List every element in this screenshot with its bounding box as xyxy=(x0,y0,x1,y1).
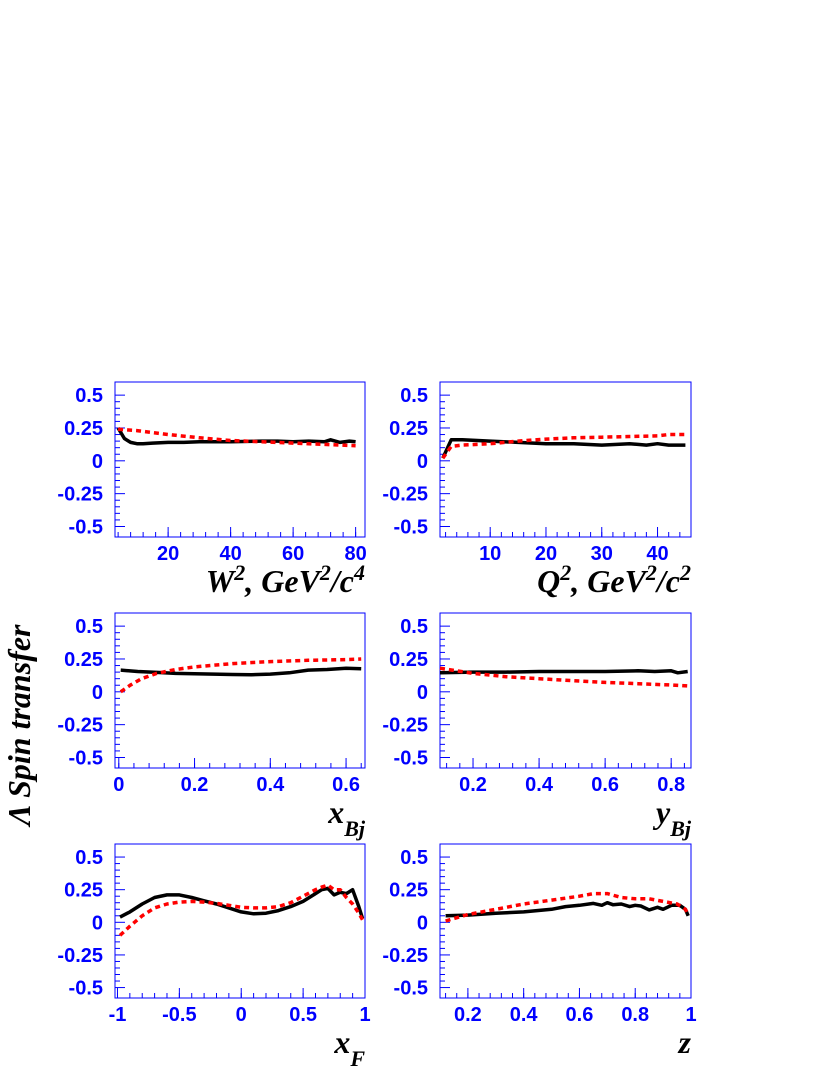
x-tick-label: 0.4 xyxy=(525,774,554,796)
y-tick-label: -0.5 xyxy=(394,747,428,769)
x-tick-label: -0.5 xyxy=(162,1004,196,1026)
x-axis-title: xF xyxy=(333,1024,365,1071)
y-tick-label: 0.25 xyxy=(389,649,428,671)
x-tick-label: 0 xyxy=(113,774,124,796)
panel-6: 0.5 0.25 0 -0.25 -0.5 0.2 0.4 0.6 0.8 1z xyxy=(382,843,697,1060)
x-tick-label: 10 xyxy=(479,543,501,565)
x-tick-label: 0.2 xyxy=(454,1004,482,1026)
series-dotted-line xyxy=(119,657,362,694)
y-tick-label: -0.5 xyxy=(69,747,103,769)
series-solid-line xyxy=(120,666,362,677)
x-tick-label: 40 xyxy=(220,543,242,565)
series-dotted-line xyxy=(117,427,356,448)
y-tick-label: 0.5 xyxy=(75,616,103,638)
x-axis-title: W2, GeV2/c4 xyxy=(206,560,365,600)
x-axis-title: Q2, GeV2/c2 xyxy=(537,560,691,600)
x-tick-label: 60 xyxy=(282,543,304,565)
series-solid-line xyxy=(119,886,365,919)
y-tick-label: -0.25 xyxy=(382,715,428,737)
x-tick-label: 0.2 xyxy=(181,774,209,796)
plot-frame xyxy=(439,843,692,999)
x-tick-label: 0.6 xyxy=(332,774,360,796)
x-axis-title: yBj xyxy=(652,794,692,841)
y-tick-label: 0 xyxy=(92,682,103,704)
x-tick-label: 0.6 xyxy=(591,774,619,796)
y-tick-label: 0.25 xyxy=(64,418,103,440)
y-tick-label: 0.5 xyxy=(75,847,103,869)
x-tick-label: 20 xyxy=(157,543,179,565)
series-solid-line xyxy=(116,427,356,446)
x-tick-label: 0.6 xyxy=(566,1004,594,1026)
plot-frame xyxy=(114,843,366,999)
x-tick-label: 0.2 xyxy=(459,774,487,796)
series-dotted-line xyxy=(439,666,688,688)
y-tick-label: 0.5 xyxy=(400,385,428,407)
x-tick-label: 0.5 xyxy=(289,1004,317,1026)
x-tick-label: 1 xyxy=(359,1004,370,1026)
x-tick-label: 0 xyxy=(236,1004,247,1026)
y-tick-label: 0.25 xyxy=(64,649,103,671)
y-tick-label: -0.5 xyxy=(69,978,103,1000)
plot-frame xyxy=(114,381,366,538)
x-tick-label: 0.8 xyxy=(657,774,685,796)
y-tick-label: 0 xyxy=(417,451,428,473)
y-tick-label: -0.25 xyxy=(57,715,103,737)
x-tick-label: 40 xyxy=(646,543,668,565)
x-tick-label: 0.8 xyxy=(621,1004,649,1026)
y-tick-label: 0.25 xyxy=(64,880,103,902)
y-tick-label: 0.5 xyxy=(400,847,428,869)
y-tick-label: 0.25 xyxy=(389,880,428,902)
x-tick-label: 1 xyxy=(685,1004,696,1026)
y-tick-label: -0.5 xyxy=(394,978,428,1000)
y-tick-label: -0.25 xyxy=(382,484,428,506)
y-tick-label: 0.5 xyxy=(75,385,103,407)
y-tick-label: -0.25 xyxy=(57,484,103,506)
x-tick-label: 20 xyxy=(535,543,557,565)
y-tick-label: -0.5 xyxy=(394,516,428,538)
series-dotted-line xyxy=(118,883,365,937)
plot-frame xyxy=(439,612,692,769)
series-solid-line xyxy=(441,438,686,459)
x-tick-label: 30 xyxy=(591,543,613,565)
x-axis-title: z xyxy=(678,1024,692,1060)
x-tick-label: -1 xyxy=(109,1004,127,1026)
y-tick-label: 0 xyxy=(417,682,428,704)
x-tick-label: 0.4 xyxy=(510,1004,539,1026)
y-tick-label: 0 xyxy=(92,912,103,934)
y-tick-label: 0.25 xyxy=(389,418,428,440)
x-tick-label: 80 xyxy=(345,543,367,565)
x-axis-title: xBj xyxy=(327,794,366,841)
series-solid-line xyxy=(445,900,690,918)
x-tick-label: 0.4 xyxy=(256,774,285,796)
plot-frame xyxy=(114,612,366,769)
y-tick-label: 0.5 xyxy=(400,616,428,638)
y-tick-label: 0 xyxy=(92,451,103,473)
y-axis-title: Λ Spin transfer xyxy=(1,624,37,828)
series-solid-line xyxy=(439,669,688,675)
plot-frame xyxy=(439,381,692,538)
y-tick-label: -0.5 xyxy=(69,516,103,538)
y-tick-label: -0.25 xyxy=(382,945,428,967)
y-tick-label: -0.25 xyxy=(57,945,103,967)
series-dotted-line xyxy=(445,891,690,923)
y-tick-label: 0 xyxy=(417,912,428,934)
panel-5: 0.5 0.25 0 -0.25 -0.5 -1 -0.5 0 0.5 1xF xyxy=(57,843,371,1071)
